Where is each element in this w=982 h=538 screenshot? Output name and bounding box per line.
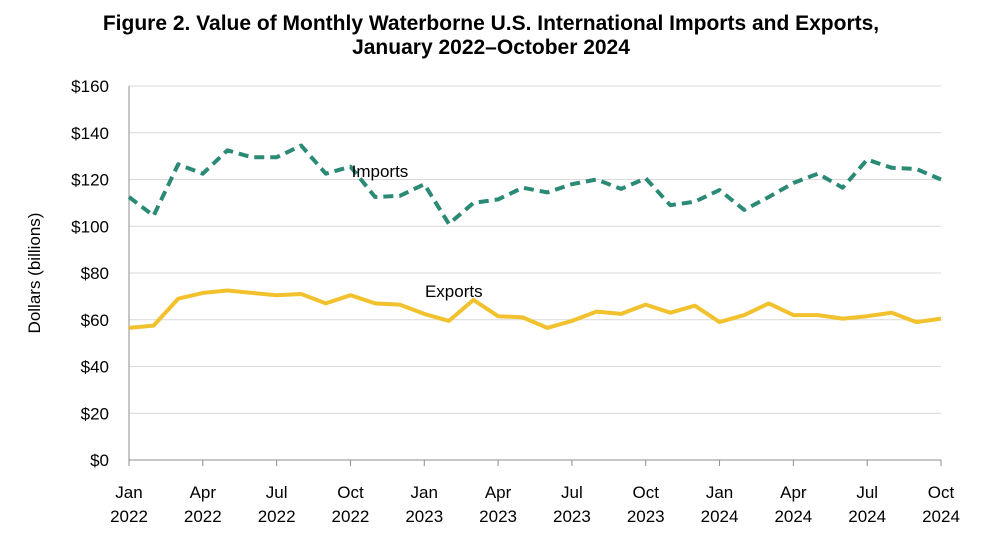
y-tick-label: $140	[71, 124, 109, 143]
x-tick-label: Oct 2023	[627, 483, 665, 526]
x-tick-label: Jan 2022	[110, 483, 148, 526]
series-label-exports: Exports	[425, 282, 483, 301]
x-tick-label: Apr 2022	[184, 483, 222, 526]
x-tick-label: Jan 2023	[405, 483, 443, 526]
x-tick-label-year: 2022	[184, 507, 222, 526]
x-tick-label-month: Oct	[337, 483, 364, 502]
chart-title: Figure 2. Value of Monthly Waterborne U.…	[0, 12, 982, 60]
x-tick-label: Jul 2024	[848, 483, 886, 526]
y-axis-label: Dollars (billions)	[25, 213, 44, 334]
y-tick-label: $60	[81, 311, 109, 330]
x-tick-label-month: Jul	[561, 483, 583, 502]
series-line-imports	[127, 143, 942, 226]
x-tick-label-year: 2023	[479, 507, 517, 526]
x-tick-label-year: 2022	[332, 507, 370, 526]
x-tick-label-year: 2024	[774, 507, 812, 526]
x-tick-label: Jan 2024	[701, 483, 739, 526]
x-tick-label-month: Jan	[411, 483, 438, 502]
y-tick-label: $0	[90, 451, 109, 470]
x-tick-label: Apr 2024	[774, 483, 812, 526]
x-tick-label: Jul 2022	[258, 483, 296, 526]
x-tick-label: Oct 2022	[332, 483, 370, 526]
x-tick-label-year: 2024	[922, 507, 960, 526]
y-tick-label: $100	[71, 217, 109, 236]
x-tick-label-month: Jul	[856, 483, 878, 502]
x-tick-label-year: 2023	[405, 507, 443, 526]
x-tick-label-month: Apr	[780, 483, 807, 502]
y-tick-label: $20	[81, 404, 109, 423]
y-tick-label: $120	[71, 171, 109, 190]
x-tick-label: Oct 2024	[922, 483, 960, 526]
x-tick-label-month: Apr	[190, 483, 217, 502]
chart-title-line-2: January 2022–October 2024	[352, 36, 630, 59]
series-label-imports: Imports	[352, 162, 409, 181]
x-tick-label-month: Jan	[115, 483, 142, 502]
x-tick-label-year: 2022	[258, 507, 296, 526]
y-tick-label: $40	[81, 358, 109, 377]
x-tick-label-year: 2023	[553, 507, 591, 526]
y-tick-label: $160	[71, 77, 109, 96]
series-line-exports	[128, 288, 942, 330]
x-tick-label-month: Apr	[485, 483, 512, 502]
x-tick-label-month: Jan	[706, 483, 733, 502]
x-tick-label: Jul 2023	[553, 483, 591, 526]
x-tick-label-year: 2024	[848, 507, 886, 526]
x-tick-label-month: Oct	[633, 483, 660, 502]
x-tick-label-year: 2022	[110, 507, 148, 526]
x-tick-label-year: 2024	[701, 507, 739, 526]
y-tick-label: $80	[81, 264, 109, 283]
x-tick-label-year: 2023	[627, 507, 665, 526]
x-tick-label-month: Oct	[928, 483, 955, 502]
x-tick-label: Apr 2023	[479, 483, 517, 526]
chart-title-line-1: Figure 2. Value of Monthly Waterborne U.…	[102, 12, 880, 35]
x-tick-label-month: Jul	[266, 483, 288, 502]
